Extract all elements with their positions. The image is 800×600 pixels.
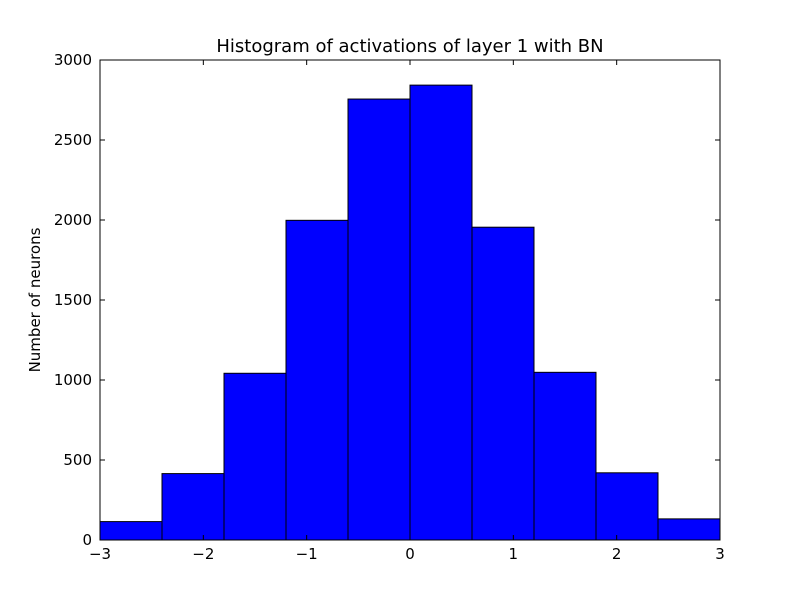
y-tick-label-5: 2500 <box>54 131 92 149</box>
bars-layer <box>99 84 721 541</box>
histogram-bar-9 <box>657 518 721 541</box>
x-tick-label-6: 3 <box>715 545 725 563</box>
histogram-bar-7 <box>533 371 597 541</box>
tick-labels-layer: −3 −2 −1 0 1 2 3 0 500 1000 1500 2000 2500 3000 <box>54 51 725 563</box>
histogram-bar-4 <box>347 98 411 541</box>
y-tick-label-2: 1000 <box>54 371 92 389</box>
histogram-bar-1 <box>161 473 225 541</box>
y-axis-label: Number of neurons <box>26 227 44 372</box>
plot-frame <box>99 59 721 541</box>
histogram-bar-3 <box>285 219 349 541</box>
y-tick-label-1: 500 <box>63 451 92 469</box>
y-tick-label-3: 1500 <box>54 291 92 309</box>
x-tick-label-4: 1 <box>509 545 519 563</box>
y-tick-label-4: 2000 <box>54 211 92 229</box>
x-tick-label-3: 0 <box>405 545 415 563</box>
chart-title: Histogram of activations of layer 1 with… <box>216 36 603 57</box>
y-tick-label-0: 0 <box>82 531 92 549</box>
histogram-bar-8 <box>595 472 659 541</box>
x-tick-label-5: 2 <box>612 545 622 563</box>
y-tick-label-6: 3000 <box>54 51 92 69</box>
histogram-bar-5 <box>409 84 473 541</box>
histogram-bar-0 <box>99 521 163 541</box>
x-tick-label-2: −1 <box>296 545 318 563</box>
x-tick-label-0: −3 <box>89 545 111 563</box>
x-tick-label-1: −2 <box>192 545 214 563</box>
histogram-bar-6 <box>471 226 535 541</box>
histogram-bar-2 <box>223 372 287 541</box>
